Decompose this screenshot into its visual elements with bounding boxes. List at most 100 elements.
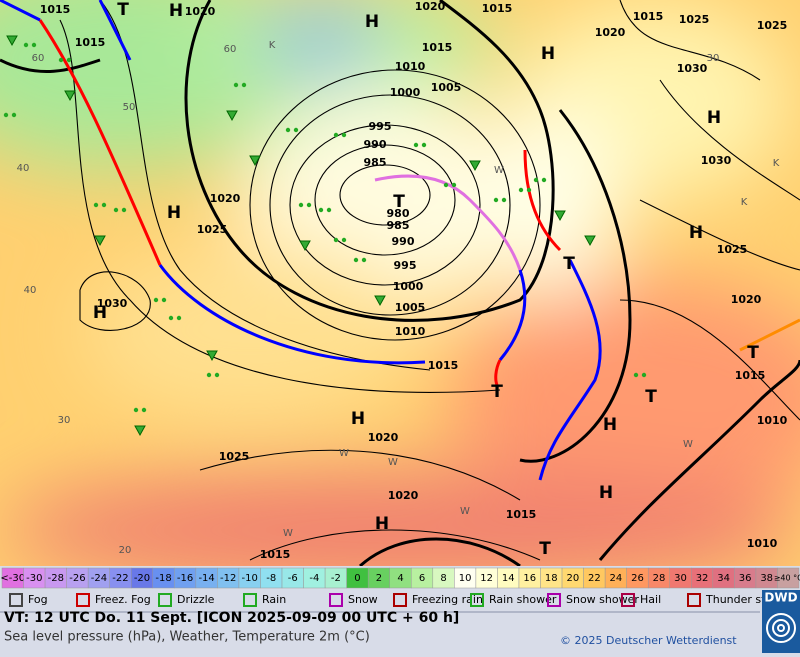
colorbar-label: 28 (653, 573, 666, 584)
isobar-label: 1010 (395, 60, 426, 73)
rain-dot (233, 82, 239, 88)
rain-dot (23, 42, 29, 48)
map-label: 20 (119, 545, 132, 556)
colorbar-label: 30 (674, 573, 687, 584)
pressure-center: H (167, 203, 181, 223)
isobar-label: 1015 (428, 359, 459, 372)
map-label: 40 (24, 285, 37, 296)
rain-dot (443, 182, 449, 188)
colorbar-label: -10 (242, 573, 258, 584)
isobar-label: 1010 (747, 537, 778, 550)
shower-symbol (6, 35, 18, 47)
rain-dot (206, 372, 212, 378)
isobar-label: 1030 (97, 297, 128, 310)
colorbar-label: -4 (309, 573, 319, 584)
rain-dot (326, 207, 332, 213)
shower-symbol (94, 235, 106, 247)
isobar-label: 1000 (393, 280, 424, 293)
isobar-label: 1025 (219, 450, 250, 463)
map-label: W (339, 448, 349, 459)
shower-symbol (469, 160, 481, 172)
colorbar-label: 2 (376, 573, 382, 584)
rain-dot (541, 177, 547, 183)
isobar-label: 1020 (731, 293, 762, 306)
pressure-center: H (541, 44, 555, 64)
pressure-center: H (599, 483, 613, 503)
isobar-label: 1020 (368, 431, 399, 444)
rain-dot (353, 257, 359, 263)
colorbar-label: 22 (588, 573, 601, 584)
colorbar-label: ≥40 °C (774, 574, 800, 583)
rain-dot (58, 57, 64, 63)
colorbar-label: -22 (112, 573, 128, 584)
legend-symbol (547, 593, 561, 607)
isobar-label: 1025 (679, 13, 710, 26)
isobar-label: 1010 (757, 414, 788, 427)
rain-dot (93, 202, 99, 208)
rain-dot (333, 132, 339, 138)
shower-symbol (206, 350, 218, 362)
copyright: © 2025 Deutscher Wetterdienst (560, 634, 737, 647)
rain-dot (241, 82, 247, 88)
isobar-label: 1020 (210, 192, 241, 205)
rain-dot (101, 202, 107, 208)
rain-dot (501, 197, 507, 203)
colorbar-cell (777, 567, 800, 589)
map-label: 30 (58, 415, 71, 426)
rain-dot (451, 182, 457, 188)
map-label: W (494, 165, 504, 176)
colorbar-label: -24 (91, 573, 107, 584)
isobar-label: 1015 (735, 369, 766, 382)
rain-dot (113, 207, 119, 213)
isobar-label: 995 (394, 259, 417, 272)
colorbar-label: 4 (397, 573, 403, 584)
pressure-center: T (491, 382, 503, 402)
colorbar-label: 16 (523, 573, 536, 584)
map-label: 30 (707, 53, 720, 64)
map-label: W (460, 506, 470, 517)
legend-symbol (687, 593, 701, 607)
colorbar-label: -28 (48, 573, 64, 584)
isobar-label: 990 (392, 235, 415, 248)
pressure-center: H (375, 514, 389, 534)
shower-symbol (374, 295, 386, 307)
isobar-label: 1005 (395, 301, 426, 314)
map-label: 60 (224, 44, 237, 55)
valid-time: VT: 12 UTC Do. 11 Sept. [ICON 2025-09-09… (4, 610, 459, 626)
isobar-label: 1015 (482, 2, 513, 15)
colorbar-label: 36 (739, 573, 752, 584)
map-label: 40 (17, 163, 30, 174)
legend-symbol (393, 593, 407, 607)
rain-dot (298, 202, 304, 208)
rain-dot (176, 315, 182, 321)
legend-label: Hail (640, 593, 661, 606)
pressure-center: H (169, 1, 183, 21)
colorbar-label: -20 (134, 573, 150, 584)
rain-dot (493, 197, 499, 203)
legend-symbol (9, 593, 23, 607)
rain-dot (153, 297, 159, 303)
shower-symbol (64, 90, 76, 102)
colorbar-label: -12 (220, 573, 236, 584)
description: Sea level pressure (hPa), Weather, Tempe… (4, 630, 370, 645)
map-label: 60 (32, 53, 45, 64)
colorbar-label: -30 (26, 573, 42, 584)
pressure-center: T (563, 254, 575, 274)
colorbar-label: 6 (419, 573, 425, 584)
colorbar-label: 34 (717, 573, 730, 584)
pressure-center: H (93, 303, 107, 323)
colorbar-label: 26 (631, 573, 644, 584)
shower-symbol (299, 240, 311, 252)
rain-dot (306, 202, 312, 208)
isobar-label: 1020 (595, 26, 626, 39)
isobar-label: 1015 (260, 548, 291, 561)
colorbar-label: 18 (545, 573, 558, 584)
colorbar-label: <-30 (0, 573, 25, 584)
rain-dot (341, 237, 347, 243)
legend-label: Rain (262, 593, 286, 606)
isobar-label: 1020 (388, 489, 419, 502)
isobar-label: 1025 (757, 19, 788, 32)
rain-dot (421, 142, 427, 148)
colorbar-label: 8 (440, 573, 446, 584)
